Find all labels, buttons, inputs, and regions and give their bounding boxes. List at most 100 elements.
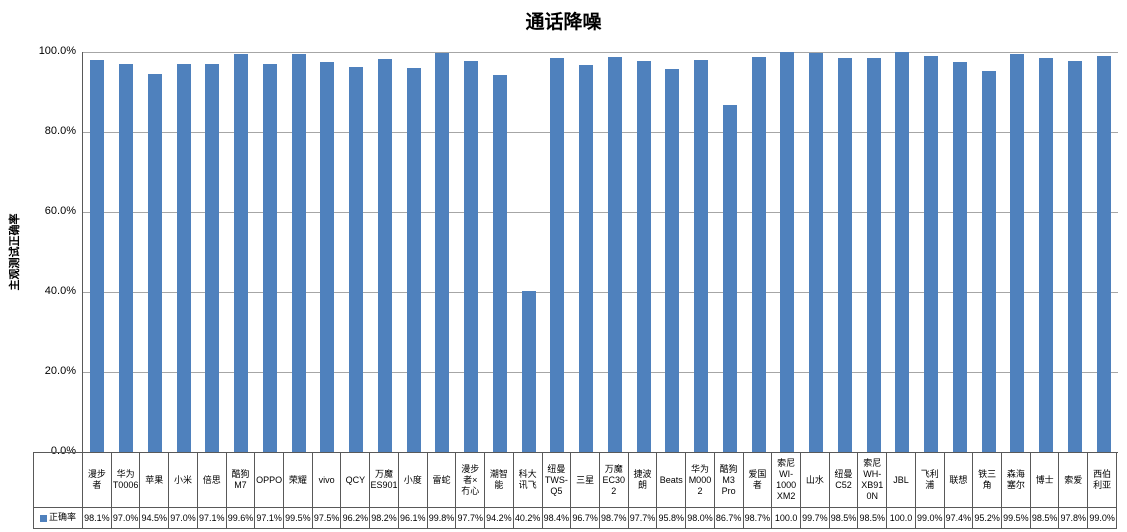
bar-捷波朗 xyxy=(636,61,651,452)
bar-倍思 xyxy=(205,63,220,452)
value-row: 正确率 98.1% 97.0% 94.5% 97.0% 97.1% 99.6% 97.1% 9… xyxy=(33,507,1117,529)
bar-column xyxy=(83,52,112,452)
bar-飞利浦 xyxy=(924,56,939,452)
category-label: 漫步 者× 冇心 xyxy=(455,452,486,508)
value-cell: 98.1% xyxy=(82,507,112,529)
bar-华为M0002 xyxy=(694,60,709,452)
category-label: 万魔 EC30 2 xyxy=(598,452,629,508)
bar-漫步者×冇心 xyxy=(464,61,479,452)
bar-column xyxy=(112,52,141,452)
category-label: 纽曼 TWS- Q5 xyxy=(541,452,572,508)
value-cell: 97.0% xyxy=(110,507,141,529)
value-cell: 40.2% xyxy=(512,507,543,529)
value-cell: 98.7% xyxy=(742,507,773,529)
bar-酷狗M3 Pro xyxy=(722,105,737,452)
value-cell: 98.5% xyxy=(1029,507,1060,529)
bar-column xyxy=(687,52,716,452)
bar-column xyxy=(486,52,515,452)
category-label: 索尼 WI- 1000 XM2 xyxy=(771,452,801,508)
bar-column xyxy=(169,52,198,452)
value-cell: 98.2% xyxy=(369,507,399,529)
bars-row xyxy=(83,52,1118,452)
y-tick-label: 40.0% xyxy=(44,285,76,297)
value-cell: 95.8% xyxy=(656,507,687,529)
category-header-row: 漫步 者华为 T0006 苹果 小米 倍思 酷狗 M7 OPPO 荣耀 vivo QCY 万魔 E… xyxy=(33,452,1117,508)
value-cell: 98.4% xyxy=(541,507,572,529)
chart-title: 通话降噪 xyxy=(525,12,602,33)
table-corner-blank xyxy=(33,452,83,508)
value-cell: 99.7% xyxy=(799,507,830,529)
bar-column xyxy=(629,52,658,452)
category-label: 潮智 能 xyxy=(484,452,514,508)
y-tick-label: 100.0% xyxy=(38,45,76,57)
category-label: 苹果 xyxy=(139,452,170,508)
gridline-20pct xyxy=(83,372,1118,373)
bar-column xyxy=(831,52,860,452)
bar-小米 xyxy=(176,64,191,452)
category-label: 科大 讯飞 xyxy=(512,452,543,508)
category-label: JBL xyxy=(886,452,916,508)
value-cell: 98.0% xyxy=(685,507,715,529)
bar-column xyxy=(141,52,170,452)
value-cell: 95.2% xyxy=(972,507,1002,529)
category-label: 酷狗 M3 Pro xyxy=(713,452,744,508)
value-cell: 99.0% xyxy=(914,507,945,529)
bar-column xyxy=(198,52,227,452)
category-label: OPPO xyxy=(254,452,285,508)
bar-QCY xyxy=(349,67,364,452)
bar-vivo xyxy=(320,62,335,452)
bar-科大讯飞 xyxy=(521,291,536,452)
bar-column xyxy=(1003,52,1032,452)
bar-column xyxy=(946,52,975,452)
value-cell: 97.7% xyxy=(455,507,486,529)
bar-纽曼C52 xyxy=(837,58,852,452)
category-label: 漫步 者 xyxy=(82,452,112,508)
category-label: 纽曼 C52 xyxy=(828,452,859,508)
value-cell: 94.5% xyxy=(139,507,170,529)
bar-联想 xyxy=(952,62,967,452)
bar-小度 xyxy=(406,67,421,452)
bar-column xyxy=(974,52,1003,452)
bar-column xyxy=(457,52,486,452)
bar-潮智能 xyxy=(492,75,507,452)
category-label: 飞利 浦 xyxy=(914,452,945,508)
category-label: 华为 M000 2 xyxy=(685,452,715,508)
bar-column xyxy=(1032,52,1061,452)
bar-华为T0006 xyxy=(119,64,134,452)
data-table: 漫步 者华为 T0006 苹果 小米 倍思 酷狗 M7 OPPO 荣耀 vivo QCY 万魔 E… xyxy=(33,452,1117,529)
bar-漫步者 xyxy=(90,59,105,452)
category-label: 华为 T0006 xyxy=(110,452,141,508)
value-cell: 97.7% xyxy=(627,507,658,529)
category-label: 小米 xyxy=(168,452,198,508)
bar-column xyxy=(773,52,802,452)
category-label: Beats xyxy=(656,452,687,508)
bar-酷狗M7 xyxy=(234,53,249,452)
category-label: 爱国 者 xyxy=(742,452,773,508)
value-cell: 96.2% xyxy=(340,507,371,529)
value-cell: 98.5% xyxy=(857,507,888,529)
bar-column xyxy=(802,52,831,452)
category-label: 联想 xyxy=(943,452,974,508)
value-cell: 97.0% xyxy=(168,507,198,529)
value-cell: 97.1% xyxy=(254,507,285,529)
bar-column xyxy=(313,52,342,452)
bar-森海塞尔 xyxy=(1010,54,1025,452)
bar-column xyxy=(572,52,601,452)
bar-column xyxy=(256,52,285,452)
value-cell: 99.5% xyxy=(1001,507,1031,529)
bar-雷蛇 xyxy=(435,52,450,452)
category-label: 铁三 角 xyxy=(972,452,1002,508)
category-label: 博士 xyxy=(1029,452,1060,508)
value-cell: 100.0 xyxy=(771,507,801,529)
category-label: 索爱 xyxy=(1058,452,1089,508)
bar-column xyxy=(716,52,745,452)
bar-铁三角 xyxy=(981,71,996,452)
category-label: 万魔 ES901 xyxy=(369,452,399,508)
value-cell: 94.2% xyxy=(484,507,514,529)
bar-山水 xyxy=(809,53,824,452)
value-cell: 97.8% xyxy=(1058,507,1089,529)
category-label: QCY xyxy=(340,452,371,508)
y-tick-label: 20.0% xyxy=(44,365,76,377)
gridline-60pct xyxy=(83,212,1118,213)
